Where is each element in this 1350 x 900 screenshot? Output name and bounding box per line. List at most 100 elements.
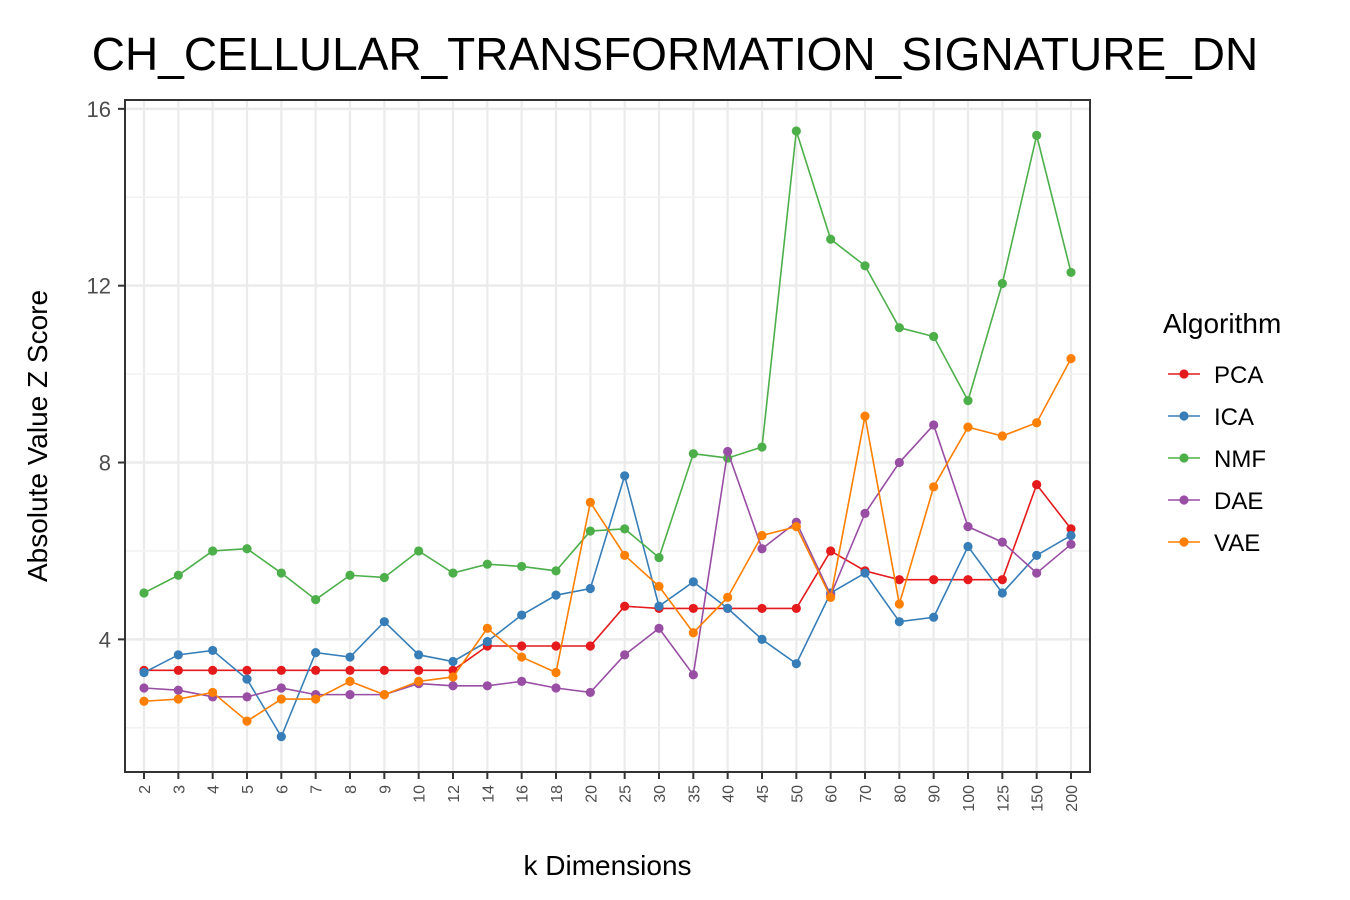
data-point-pca xyxy=(757,603,767,614)
data-point-ica xyxy=(311,648,321,658)
data-point-dae xyxy=(894,457,904,468)
data-point-dae xyxy=(482,681,492,691)
data-point-pca xyxy=(997,575,1007,585)
data-point-pca xyxy=(791,603,801,614)
data-point-ica xyxy=(1032,550,1042,560)
legend-key-point xyxy=(1179,495,1189,505)
data-point-pca xyxy=(929,575,939,585)
legend-key-point xyxy=(1179,369,1189,379)
data-point-nmf xyxy=(517,561,527,572)
data-point-ica xyxy=(173,650,183,660)
x-tick-label: 12 xyxy=(446,785,463,803)
data-point-ica xyxy=(242,674,252,684)
x-tick-label: 150 xyxy=(1030,785,1047,812)
data-point-nmf xyxy=(791,126,801,136)
data-point-vae xyxy=(379,690,389,700)
data-point-pca xyxy=(1032,480,1042,490)
data-point-ica xyxy=(929,612,939,622)
data-point-vae xyxy=(1066,354,1076,364)
data-point-vae xyxy=(1032,418,1042,428)
data-point-nmf xyxy=(448,568,458,578)
data-point-dae xyxy=(1066,539,1076,549)
data-point-ica xyxy=(620,471,630,481)
legend-label: PCA xyxy=(1214,362,1263,389)
grid xyxy=(125,100,1090,772)
data-point-dae xyxy=(688,670,698,680)
data-point-dae xyxy=(1032,568,1042,578)
x-tick-label: 25 xyxy=(618,785,635,803)
data-point-nmf xyxy=(620,524,630,534)
data-point-dae xyxy=(860,508,870,518)
data-point-vae xyxy=(208,687,218,698)
x-tick-label: 125 xyxy=(995,785,1012,812)
legend-item-vae: VAE xyxy=(1168,530,1260,557)
x-tick-label: 60 xyxy=(824,785,841,803)
x-tick-label: 200 xyxy=(1064,785,1081,812)
data-point-vae xyxy=(929,482,939,492)
data-point-ica xyxy=(894,617,904,627)
x-tick-label: 9 xyxy=(377,785,394,794)
x-tick-label: 10 xyxy=(412,785,429,803)
data-point-pca xyxy=(242,665,252,675)
x-tick-label: 2 xyxy=(137,785,154,794)
data-point-pca xyxy=(414,665,424,675)
data-point-dae xyxy=(517,676,527,686)
data-point-ica xyxy=(963,541,973,552)
y-tick-label: 8 xyxy=(99,451,111,476)
data-point-vae xyxy=(894,599,904,609)
data-point-nmf xyxy=(242,544,252,554)
data-point-vae xyxy=(723,592,733,602)
data-point-vae xyxy=(860,411,870,421)
data-point-nmf xyxy=(1066,267,1076,278)
legend-item-nmf: NMF xyxy=(1168,446,1266,473)
x-axis-label: k Dimensions xyxy=(523,850,691,881)
legend-label: VAE xyxy=(1214,530,1260,557)
data-point-ica xyxy=(1066,530,1076,541)
data-point-vae xyxy=(414,676,424,686)
data-point-ica xyxy=(585,583,595,594)
data-point-pca xyxy=(688,603,698,614)
data-point-pca xyxy=(826,546,836,556)
series-line-pca xyxy=(144,482,1072,672)
data-point-nmf xyxy=(688,449,698,459)
data-point-dae xyxy=(723,446,733,457)
data-point-nmf xyxy=(311,594,321,605)
data-point-vae xyxy=(620,550,630,560)
data-point-pca xyxy=(551,641,561,651)
data-point-pca xyxy=(585,641,595,651)
legend-item-ica: ICA xyxy=(1168,404,1254,431)
data-point-vae xyxy=(139,696,149,706)
y-axis-label: Absolute Value Z Score xyxy=(22,290,53,582)
data-point-vae xyxy=(585,497,595,507)
data-point-vae xyxy=(963,422,973,432)
data-point-ica xyxy=(448,656,458,667)
data-point-ica xyxy=(654,601,664,611)
x-tick-label: 80 xyxy=(892,785,909,803)
data-point-dae xyxy=(551,683,561,693)
data-point-ica xyxy=(723,603,733,614)
data-point-vae xyxy=(448,672,458,682)
data-point-vae xyxy=(242,716,252,726)
legend: Algorithm PCA ICA NMF DAE VAE xyxy=(1163,308,1281,557)
x-tick-label: 8 xyxy=(343,785,360,794)
y-tick-label: 16 xyxy=(87,97,111,122)
data-point-nmf xyxy=(929,331,939,342)
data-point-nmf xyxy=(139,588,149,598)
x-tick-label: 4 xyxy=(206,785,223,794)
data-point-ica xyxy=(688,577,698,587)
data-point-ica xyxy=(276,732,286,742)
data-point-pca xyxy=(173,665,183,675)
data-point-vae xyxy=(311,694,321,704)
data-point-vae xyxy=(654,581,664,591)
legend-item-pca: PCA xyxy=(1168,362,1263,389)
x-tick-label: 7 xyxy=(309,785,326,794)
x-tick-label: 18 xyxy=(549,785,566,803)
data-point-nmf xyxy=(551,566,561,576)
data-point-nmf xyxy=(482,559,492,569)
data-point-dae xyxy=(585,687,595,698)
x-tick-label: 100 xyxy=(961,785,978,812)
data-point-ica xyxy=(551,590,561,600)
data-point-dae xyxy=(448,681,458,691)
legend-key-point xyxy=(1179,453,1189,463)
data-point-pca xyxy=(517,641,527,651)
